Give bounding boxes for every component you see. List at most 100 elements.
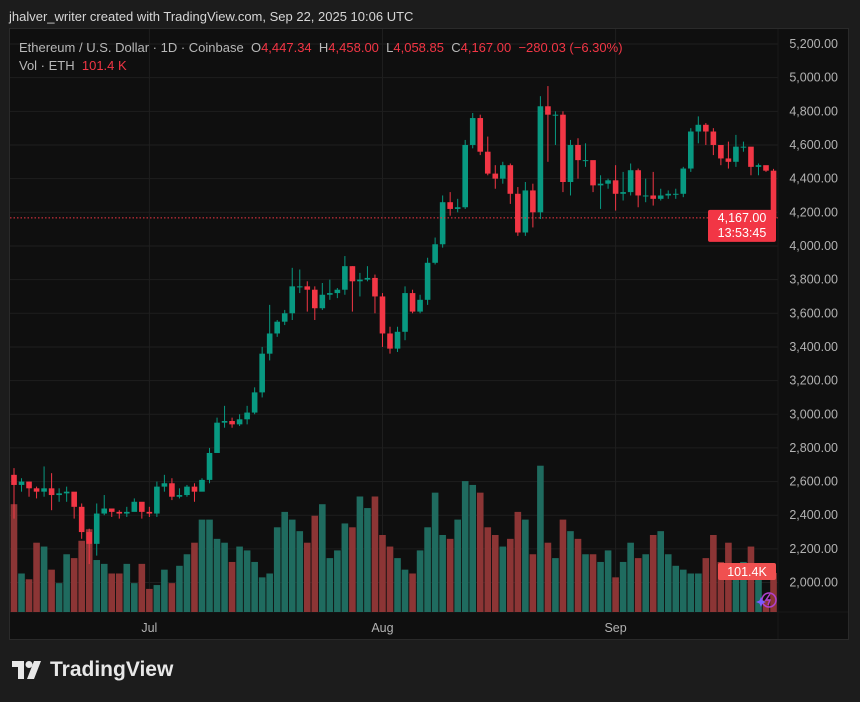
lightning-icon [764,593,772,606]
volume-bar [258,577,266,612]
volume-bar [469,484,477,612]
candle-body [289,286,296,314]
volume-bar [424,527,431,612]
candle-body [469,118,476,145]
candle-body [454,207,461,209]
price-axis-label: 3,800.00 [789,273,838,287]
time-axis-label: Jul [141,621,157,635]
candle-body [221,420,228,423]
candle-body [357,279,363,282]
volume-bar [33,542,40,612]
volume-bar [63,554,70,612]
volume-bar [634,558,642,612]
volume-bar [401,569,409,612]
candle-body [101,508,108,514]
candle-body [349,266,356,282]
close-value: 4,167.00 [460,40,512,55]
candle-body [78,506,85,533]
volume-bar [627,542,634,612]
volume-bar [446,538,454,612]
candle-body [515,193,521,233]
candle-body [48,488,55,496]
candle-body [635,170,641,196]
volume-label[interactable]: Vol · ETH [19,58,75,73]
price-axis-label: 3,400.00 [789,340,838,354]
candle-body [18,481,25,485]
change-value: −280.03 (−6.30%) [518,40,623,55]
candle-body [409,293,416,312]
candle-body [710,131,717,145]
candle-body [161,483,168,487]
logo-text: TradingView [50,658,174,681]
symbol-label[interactable]: Ethereum / U.S. Dollar · 1D · Coinbase [19,40,244,55]
candle-body [296,286,303,288]
price-axis-label: 2,200.00 [789,542,838,556]
countdown-label: 13:53:45 [718,226,767,240]
volume-bar [131,583,138,612]
candle-body [176,495,183,497]
candle-body [530,190,536,213]
volume-bar [657,531,665,612]
volume-bar [439,535,446,612]
price-axis-label: 3,000.00 [789,407,838,421]
candle-body [439,202,446,245]
candle-body [379,296,386,334]
candle-body [206,452,213,480]
volume-bar [649,535,657,612]
low-label: L [386,40,394,55]
volume-bar [589,554,597,612]
volume-bar [514,511,522,612]
volume-bar [85,529,93,612]
candle-body [214,422,220,453]
candle-body [763,165,769,171]
volume-bar [612,577,619,612]
candle-body [770,170,777,218]
candle-body [695,124,702,132]
volume-bar [93,560,101,612]
open-label: O [250,40,262,55]
volume-bar [206,519,213,612]
candle-body [11,474,17,485]
volume-bar [529,554,537,612]
volume-value: 101.4 K [81,58,127,73]
candle-body [612,180,619,194]
low-value: 4,058.85 [393,40,444,55]
volume-bar [40,546,48,612]
tradingview-logo[interactable]: TradingView [12,658,173,682]
price-axis-label: 5,000.00 [789,71,838,85]
high-value: 4,458.00 [328,40,379,55]
candle-body [755,165,762,167]
candle-body [620,192,626,194]
candle-body [108,508,115,512]
candle-body [748,146,754,167]
candle-body [462,144,468,208]
candle-body [319,294,326,309]
candle-body [627,170,634,193]
candle-body [56,493,62,496]
volume-bar [326,558,334,612]
candle-body [394,331,401,349]
volume-bar [281,511,289,612]
candle-body [477,118,484,152]
candle-body [605,180,611,184]
candle-body [582,160,589,162]
volume-bar [273,527,281,612]
candle-body [560,114,566,183]
candle-body [327,293,333,295]
volume-bar [574,538,582,612]
volume-bar [664,554,672,612]
volume-bar [371,496,379,612]
volume-bar [409,573,416,612]
candle-body [545,106,551,115]
volume-bar [379,535,386,612]
volume-bar [296,531,304,612]
volume-bar [48,569,55,612]
volume-bar [100,563,108,612]
candle-body [251,392,258,413]
candle-body [236,419,243,425]
candle-body [387,333,393,349]
volume-bar [303,542,311,612]
volume-bar [334,550,341,612]
volume-bar [702,558,710,612]
